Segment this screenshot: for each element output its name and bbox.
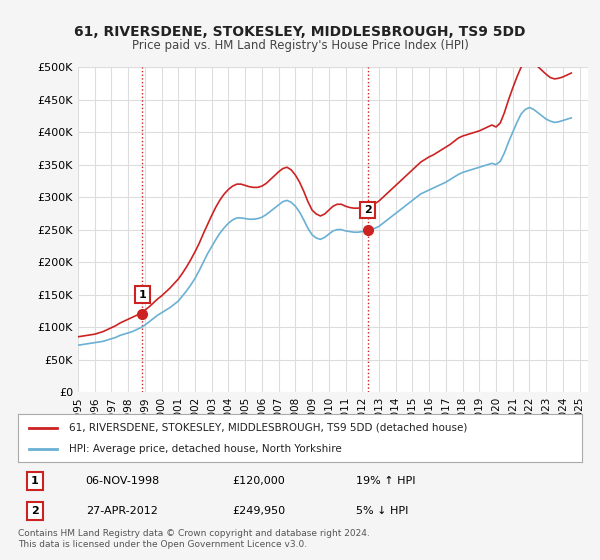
Text: 19% ↑ HPI: 19% ↑ HPI [356, 476, 416, 486]
Text: 1: 1 [139, 290, 146, 300]
Text: 2: 2 [31, 506, 39, 516]
Text: 06-NOV-1998: 06-NOV-1998 [86, 476, 160, 486]
Text: 61, RIVERSDENE, STOKESLEY, MIDDLESBROUGH, TS9 5DD: 61, RIVERSDENE, STOKESLEY, MIDDLESBROUGH… [74, 25, 526, 39]
Text: £120,000: £120,000 [232, 476, 285, 486]
Text: Price paid vs. HM Land Registry's House Price Index (HPI): Price paid vs. HM Land Registry's House … [131, 39, 469, 52]
Text: 2: 2 [364, 205, 371, 215]
Text: 61, RIVERSDENE, STOKESLEY, MIDDLESBROUGH, TS9 5DD (detached house): 61, RIVERSDENE, STOKESLEY, MIDDLESBROUGH… [69, 423, 467, 433]
Text: 5% ↓ HPI: 5% ↓ HPI [356, 506, 409, 516]
Text: £249,950: £249,950 [232, 506, 286, 516]
Text: Contains HM Land Registry data © Crown copyright and database right 2024.
This d: Contains HM Land Registry data © Crown c… [18, 529, 370, 549]
Text: 1: 1 [31, 476, 39, 486]
Text: HPI: Average price, detached house, North Yorkshire: HPI: Average price, detached house, Nort… [69, 444, 341, 454]
Text: 27-APR-2012: 27-APR-2012 [86, 506, 158, 516]
